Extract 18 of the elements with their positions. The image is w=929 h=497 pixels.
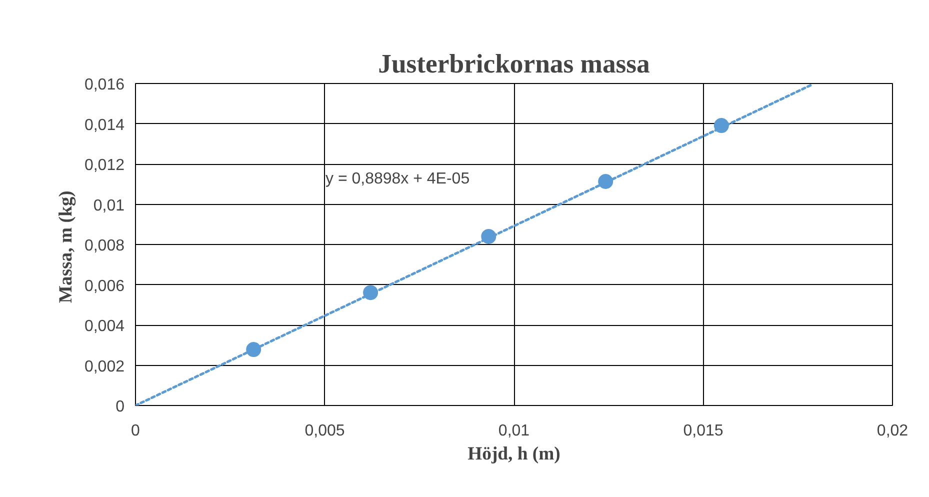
y-tick-label: 0,01 xyxy=(93,197,125,214)
x-tick-label: 0 xyxy=(131,422,140,440)
chart-title: Justerbrickornas massa xyxy=(378,48,650,78)
y-tick-label: 0,012 xyxy=(84,157,125,174)
y-tick-label: 0,014 xyxy=(84,116,125,134)
y-tick-label: 0,006 xyxy=(84,278,125,295)
y-tick-label: 0,008 xyxy=(84,238,125,254)
x-tick-label: 0,005 xyxy=(304,422,345,440)
y-tick-label: 0,002 xyxy=(84,358,125,376)
x-tick-label: 0,015 xyxy=(683,422,724,440)
y-tick-label: 0,016 xyxy=(84,76,125,94)
y-axis-title: Massa, m (kg) xyxy=(55,190,76,304)
y-tick-label: 0 xyxy=(116,398,125,416)
y-tick-label: 0,004 xyxy=(84,318,125,335)
x-axis-title: Höjd, h (m) xyxy=(468,444,560,464)
annotation: y = 0,8898x + 4E-05 xyxy=(326,170,470,188)
x-tick-label: 0,02 xyxy=(876,422,908,440)
x-tick-label: 0,01 xyxy=(498,422,530,440)
